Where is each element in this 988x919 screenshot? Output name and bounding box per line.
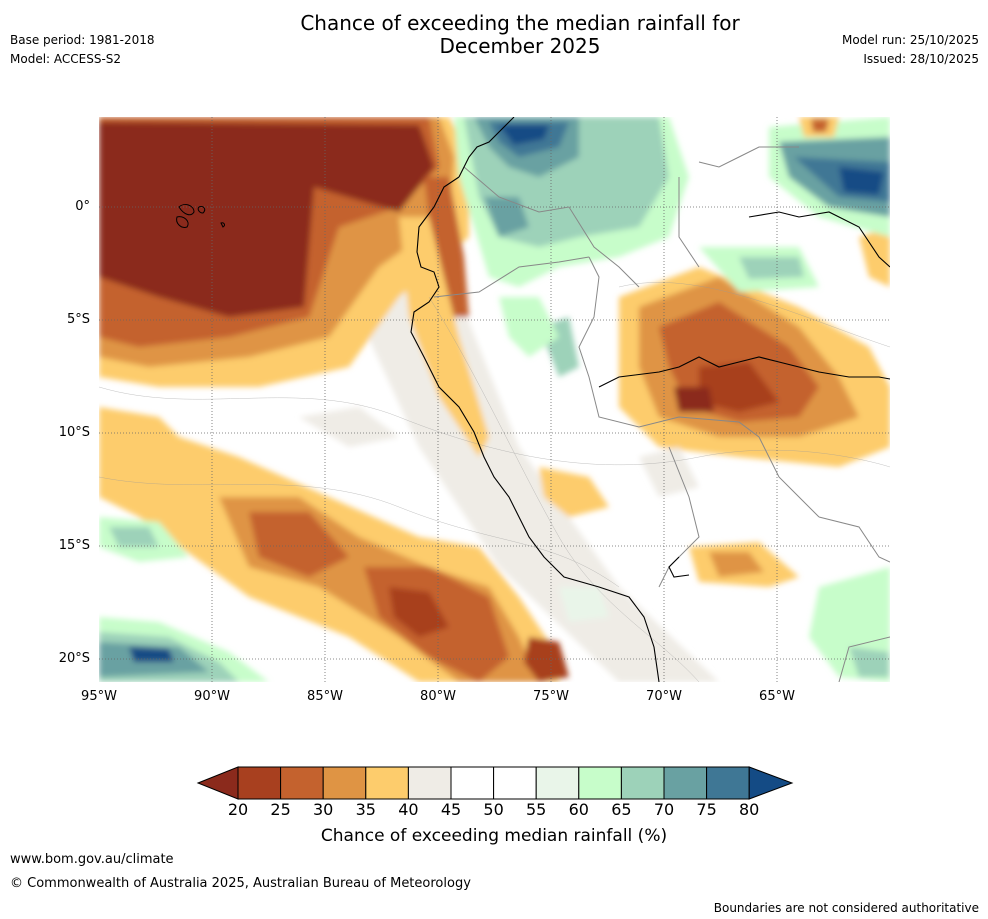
copyright-notice: © Commonwealth of Australia 2025, Austra… [10,876,471,891]
colorbar-cell [450,766,495,800]
colorbar-tick-label: 75 [696,800,717,819]
colorbar-extend-low [196,766,239,800]
colorbar-cell [535,766,580,800]
lon-label-90w: 90°W [194,689,230,704]
colorbar-tick-label: 60 [568,800,589,819]
country-boundaries [433,146,890,682]
colorbar-tick-label: 55 [526,800,547,819]
galapagos-islands [176,204,225,228]
colorbar-cell [493,766,537,800]
graticule [99,117,890,682]
colorbar-cell [407,766,452,800]
colorbar-cell [706,766,750,800]
rainfall-probability-field [99,117,890,682]
lon-label-75w: 75°W [533,689,569,704]
colorbar-tick-label: 45 [440,800,462,819]
lat-label-10s: 10°S [58,425,90,440]
colorbar-tick-label: 80 [739,800,760,819]
colorbar-cell [365,766,409,800]
colorbar-tick-label: 70 [653,800,675,819]
colorbar-tick-label: 20 [227,800,249,819]
colorbar-tick-label: 50 [483,800,504,819]
lat-label-5s: 5°S [66,312,90,327]
colorbar-extend-high [748,766,794,800]
model-run: Model run: 25/10/2025 [841,33,979,47]
colorbar-cell [280,766,324,800]
map-title: Chance of exceeding the median rainfall … [220,12,820,58]
lon-label-85w: 85°W [307,689,343,704]
lat-label-20s: 20°S [58,651,90,666]
colorbar-tick-label: 65 [611,800,632,819]
lon-label-80w: 80°W [420,689,456,704]
colorbar-tick-label: 30 [313,800,334,819]
issued-date: Issued: 28/10/2025 [863,52,979,66]
lon-label-95w: 95°W [81,689,117,704]
title-line-2: December 2025 [439,34,601,58]
lat-label-15s: 15°S [58,538,90,553]
lon-label-65w: 65°W [759,689,795,704]
rainfall-map [99,117,890,682]
colorbar-cell [620,766,665,800]
base-period: Base period: 1981-2018 [10,33,155,47]
colorbar-cell [322,766,367,800]
colorbar-cell [237,766,282,800]
colorbar-cell [578,766,622,800]
coastline [410,117,890,682]
lat-label-0: 0° [75,199,90,214]
model-name: Model: ACCESS-S2 [10,52,122,66]
website-link[interactable]: www.bom.gov.au/climate [10,852,174,867]
colorbar-title: Chance of exceeding median rainfall (%) [320,826,668,846]
colorbar-tick-label: 35 [355,800,376,819]
lon-label-70w: 70°W [646,689,682,704]
title-line-1: Chance of exceeding the median rainfall … [300,11,740,35]
boundary-disclaimer: Boundaries are not considered authoritat… [713,901,979,915]
colorbar [196,766,794,800]
colorbar-tick-label: 25 [270,800,291,819]
contour-lines [99,282,890,682]
colorbar-tick-label: 40 [398,800,419,819]
colorbar-cell [663,766,708,800]
